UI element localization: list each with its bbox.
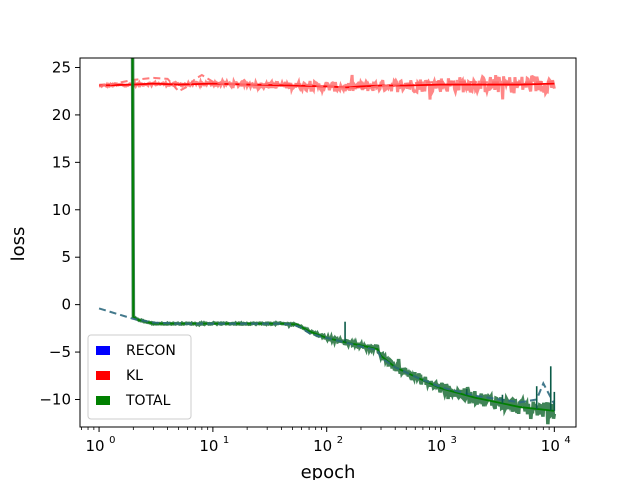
total-dashed-line xyxy=(98,307,556,405)
total-fluctuation-band xyxy=(130,58,557,425)
x-tick-label: 10 xyxy=(427,437,446,455)
x-tick-label: 10 xyxy=(86,437,105,455)
x-axis-ticks: 10 0 10 1 10 2 10 3 10 4 xyxy=(81,427,571,455)
x-tick-label: 10 xyxy=(313,437,332,455)
total-mean-line xyxy=(131,58,555,412)
y-tick-label: 20 xyxy=(52,106,71,124)
kl-legend-label: KL xyxy=(126,368,143,384)
x-tick-label: 10 xyxy=(541,437,560,455)
kl-mean-line xyxy=(99,82,555,89)
x-axis-label: epoch xyxy=(301,462,356,480)
y-tick-label: 0 xyxy=(61,296,71,314)
x-tick-exponent: 0 xyxy=(109,435,115,446)
y-tick-label: 5 xyxy=(61,248,71,266)
x-tick-exponent: 2 xyxy=(337,435,343,446)
total-legend-label: TOTAL xyxy=(125,393,171,409)
total-series xyxy=(98,58,557,425)
y-tick-label: 10 xyxy=(52,201,71,219)
y-axis-label: loss xyxy=(8,227,29,262)
kl-dashed-line xyxy=(98,73,555,93)
y-tick-label: 15 xyxy=(52,153,71,171)
x-tick-exponent: 4 xyxy=(564,435,570,446)
total-legend-swatch xyxy=(96,396,110,405)
x-tick-exponent: 1 xyxy=(223,435,229,446)
y-axis-ticks: −10 −5 0 5 10 15 20 25 xyxy=(39,58,80,408)
y-tick-label: −10 xyxy=(39,390,71,408)
legend-box xyxy=(87,334,192,420)
kl-series xyxy=(98,73,556,100)
x-tick-label: 10 xyxy=(199,437,218,455)
y-tick-label: −5 xyxy=(49,343,71,361)
recon-legend-swatch xyxy=(96,346,110,355)
y-tick-label: 25 xyxy=(52,58,71,76)
recon-legend-label: RECON xyxy=(126,343,176,359)
legend: RECON KL TOTAL xyxy=(87,334,192,420)
series-layer xyxy=(98,58,557,425)
x-tick-exponent: 3 xyxy=(451,435,457,446)
plot-frame xyxy=(79,57,577,428)
kl-legend-swatch xyxy=(96,371,110,380)
